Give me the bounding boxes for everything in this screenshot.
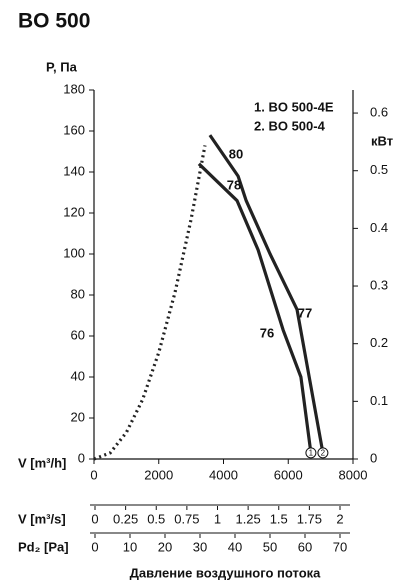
curve-end-label: 2 — [321, 448, 326, 457]
system-curve — [93, 145, 207, 461]
pressure_pa-tick-label: 70 — [333, 539, 347, 554]
y-tick-label: 20 — [71, 409, 85, 424]
series-line — [197, 162, 313, 454]
y-tick-label: 160 — [63, 122, 85, 137]
x-tick-label: 0 — [90, 467, 97, 482]
flow_m3s-tick-label: 2 — [336, 511, 343, 526]
legend-entry: 2. BO 500-4 — [254, 118, 326, 133]
pressure_pa-tick-label: 20 — [158, 539, 172, 554]
x-tick-label: 2000 — [144, 467, 173, 482]
pressure_pa-tick-label: 10 — [123, 539, 137, 554]
y-tick-label: 40 — [71, 368, 85, 383]
x-tick-label: 6000 — [274, 467, 303, 482]
efficiency-label: 78 — [227, 177, 241, 192]
y-tick-label: 180 — [63, 81, 85, 96]
pressure_pa-tick-label: 30 — [193, 539, 207, 554]
curve-end-marker — [305, 447, 317, 459]
y-tick-label: 80 — [71, 286, 85, 301]
pressure_pa-tick-label: 0 — [91, 539, 98, 554]
series-line — [208, 134, 325, 454]
curve-end-marker — [317, 447, 329, 459]
x-axis-label: V [m³/h] — [18, 455, 66, 470]
footer: Давление воздушного потока — [130, 565, 322, 580]
y2-axis-label: кВт — [371, 133, 393, 148]
flow_m3s-tick-label: 0.5 — [147, 511, 165, 526]
y-tick-label: 60 — [71, 327, 85, 342]
flow_m3s-tick-label: 1.5 — [270, 511, 288, 526]
y-tick-label: 140 — [63, 163, 85, 178]
y-tick-label: 100 — [63, 245, 85, 260]
chart-title: BO 500 — [18, 10, 90, 33]
y2-tick-label: 0.2 — [370, 335, 388, 350]
flow_m3s-tick-label: 1 — [214, 511, 221, 526]
y-tick-label: 120 — [63, 204, 85, 219]
efficiency-label: 80 — [229, 146, 243, 161]
y2-tick-label: 0.3 — [370, 277, 388, 292]
x-tick-label: 4000 — [209, 467, 238, 482]
efficiency-label: 77 — [298, 305, 312, 320]
flow_m3s-tick-label: 0 — [91, 511, 98, 526]
flow_m3s-tick-label: 0.75 — [174, 511, 199, 526]
y2-tick-label: 0.1 — [370, 393, 388, 408]
pressure_pa-tick-label: 60 — [298, 539, 312, 554]
y2-tick-label: 0 — [370, 450, 377, 465]
y2-tick-label: 0.6 — [370, 105, 388, 120]
curve-end-label: 1 — [309, 448, 314, 457]
legend-entry: 1. BO 500-4E — [254, 99, 334, 114]
flow_m3s-tick-label: 1.75 — [297, 511, 322, 526]
y2-tick-label: 0.4 — [370, 220, 388, 235]
flow-axis-label: V [m³/s] — [18, 511, 66, 526]
efficiency-label: 76 — [260, 325, 274, 340]
pressure-axis-label: Pd₂ [Pa] — [18, 539, 69, 554]
flow_m3s-tick-label: 0.25 — [113, 511, 138, 526]
pressure_pa-tick-label: 50 — [263, 539, 277, 554]
x-tick-label: 8000 — [339, 467, 368, 482]
pressure_pa-tick-label: 40 — [228, 539, 242, 554]
flow_m3s-tick-label: 1.25 — [235, 511, 260, 526]
y2-tick-label: 0.5 — [370, 162, 388, 177]
y-tick-label: 0 — [78, 450, 85, 465]
y-axis-label: P, Па — [46, 59, 78, 74]
